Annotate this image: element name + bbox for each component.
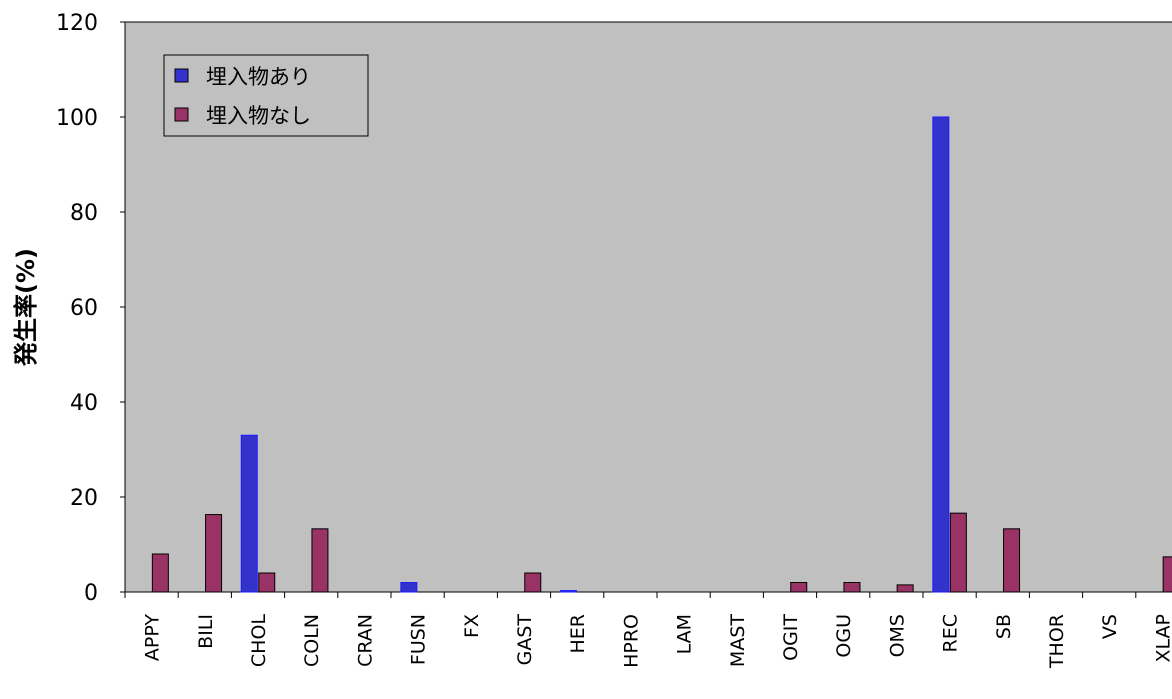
x-tick-label: OGU <box>833 614 855 658</box>
bar <box>524 572 542 593</box>
x-tick-label: OMS <box>886 614 908 657</box>
x-tick-label: SB <box>993 614 1015 639</box>
x-tick-label: APPY <box>142 614 164 661</box>
bar <box>311 528 329 593</box>
x-tick-label: HER <box>567 614 589 654</box>
bar <box>151 553 169 593</box>
x-tick-label: BILI <box>195 614 217 649</box>
x-tick-label: VS <box>1099 614 1121 639</box>
y-tick-label: 60 <box>70 296 98 321</box>
legend: 埋入物あり 埋入物なし <box>163 54 369 137</box>
bar <box>205 514 223 593</box>
y-tick-label: 40 <box>70 391 98 416</box>
y-tick-label: 120 <box>56 11 98 36</box>
bar <box>1162 556 1172 593</box>
x-tick-label: OGIT <box>780 614 802 661</box>
x-tick-label: REC <box>940 614 962 652</box>
legend-label-series-1: 埋入物あり <box>206 65 311 89</box>
x-tick-label: FX <box>461 614 483 638</box>
bars <box>151 116 1172 593</box>
y-tick-label: 100 <box>56 106 98 131</box>
y-axis-label: 発生率(%) <box>12 248 40 367</box>
x-tick-label: FUSN <box>408 614 430 665</box>
y-tick-label: 20 <box>70 486 98 511</box>
bar <box>949 512 967 593</box>
x-tick-label: HPRO <box>620 614 642 668</box>
bar <box>843 582 861 593</box>
x-tick-label: THOR <box>1046 614 1068 669</box>
bar <box>559 590 577 593</box>
x-tick-label: GAST <box>514 614 536 666</box>
x-tick-label: XLAP <box>1152 614 1172 663</box>
x-tick-label: COLN <box>301 614 323 667</box>
bar <box>1003 528 1021 593</box>
y-tick-label: 80 <box>70 201 98 226</box>
bar <box>896 584 914 593</box>
bar <box>240 434 258 593</box>
bar <box>790 582 808 593</box>
y-tick-label: 0 <box>84 581 98 606</box>
legend-label-series-2: 埋入物なし <box>206 104 311 128</box>
x-axis: APPY BILI CHOL COLN CRAN FUSN FX GAST HER HPRO LAM… <box>124 591 1172 669</box>
x-tick-label: MAST <box>727 614 749 667</box>
legend-swatch-series-1 <box>174 68 189 83</box>
legend-box <box>163 54 369 137</box>
bar <box>400 582 418 593</box>
legend-swatch-series-2 <box>174 107 189 122</box>
x-tick-label: LAM <box>674 614 696 654</box>
y-axis: 0 20 40 60 80 100 120 <box>56 11 126 606</box>
bar <box>258 572 276 593</box>
x-tick-label: CHOL <box>248 614 270 668</box>
x-tick-label: CRAN <box>354 614 376 667</box>
bar <box>932 116 950 593</box>
